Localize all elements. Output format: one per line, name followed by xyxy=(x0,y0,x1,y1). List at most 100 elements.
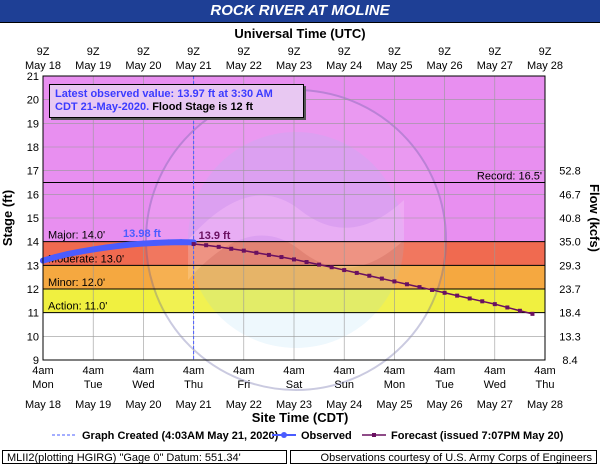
x-tick-time: 4am xyxy=(133,365,154,377)
forecast-point xyxy=(517,308,522,313)
top-tick-date: May 27 xyxy=(477,60,513,72)
legend-observed-marker xyxy=(281,432,287,438)
forecast-point xyxy=(329,265,334,270)
forecast-point xyxy=(417,285,422,290)
forecast-point xyxy=(404,282,409,287)
top-tick-date: May 23 xyxy=(276,60,312,72)
x-tick-date: May 20 xyxy=(125,399,161,411)
observed-point xyxy=(102,244,109,251)
x-tick-date: May 26 xyxy=(427,399,463,411)
flow-tick-label: 29.3 xyxy=(559,260,580,272)
forecast-point xyxy=(241,248,246,253)
top-tick-time: 9Z xyxy=(37,46,50,58)
top-tick-time: 9Z xyxy=(338,46,351,58)
plot-frame xyxy=(42,75,546,361)
legend-forecast-marker xyxy=(372,433,376,437)
level-label-major: Major: 14.0' xyxy=(48,230,105,242)
observed-point xyxy=(178,239,185,246)
y-tick-label: 13 xyxy=(27,260,39,272)
flow-tick-label: 13.3 xyxy=(559,331,580,343)
top-tick-time: 9Z xyxy=(87,46,100,58)
forecast-point xyxy=(480,299,485,304)
forecast-point xyxy=(430,287,435,292)
x-tick-day: Tue xyxy=(84,379,103,391)
top-tick-date: May 21 xyxy=(176,60,212,72)
chart-title-bar: ROCK RIVER AT MOLINE xyxy=(0,0,600,23)
y-tick-label: 9 xyxy=(33,355,39,367)
top-axis-title: Universal Time (UTC) xyxy=(234,26,365,41)
top-tick-time: 9Z xyxy=(288,46,301,58)
x-tick-time: 4am xyxy=(534,365,555,377)
forecast-point xyxy=(279,255,284,260)
x-tick-time: 4am xyxy=(434,365,455,377)
top-tick-time: 9Z xyxy=(237,46,250,58)
forecast-point xyxy=(379,276,384,281)
observed-point xyxy=(140,240,147,247)
legend-created-label: Graph Created (4:03AM May 21, 2020) xyxy=(82,430,279,442)
forecast-point xyxy=(492,302,497,307)
x-tick-date: May 23 xyxy=(276,399,312,411)
x-tick-time: 4am xyxy=(384,365,405,377)
forecast-point xyxy=(292,257,296,262)
x-tick-date: May 27 xyxy=(477,399,513,411)
flow-tick-label: 52.8 xyxy=(559,166,580,178)
latest-observation-box: Latest observed value: 13.97 ft at 3:30 … xyxy=(49,84,304,118)
flow-tick-label: 35.0 xyxy=(559,237,580,249)
x-tick-day: Sun xyxy=(334,379,354,391)
observed-peak-label: 13.98 ft xyxy=(123,228,161,240)
forecast-point xyxy=(254,250,259,255)
x-tick-time: 4am xyxy=(333,365,354,377)
top-tick-time: 9Z xyxy=(488,46,501,58)
x-tick-day: Fri xyxy=(237,379,250,391)
x-tick-time: 4am xyxy=(233,365,254,377)
top-tick-time: 9Z xyxy=(539,46,552,58)
courtesy-footer: Observations courtesy of U.S. Army Corps… xyxy=(290,450,597,464)
top-tick-date: May 26 xyxy=(427,60,463,72)
forecast-point xyxy=(530,311,535,316)
x-tick-day: Thu xyxy=(536,379,555,391)
info-line-2: CDT 21-May-2020. Flood Stage is 12 ft xyxy=(55,101,298,114)
noaa-watermark-icon xyxy=(145,89,447,391)
observed-point xyxy=(65,250,72,257)
y-tick-label: 14 xyxy=(27,237,39,249)
observed-point xyxy=(52,254,59,261)
y-tick-label: 11 xyxy=(28,308,39,320)
x-tick-day: Tue xyxy=(435,379,454,391)
right-axis-title: Flow (kcfs) xyxy=(587,184,600,252)
forecast-line xyxy=(193,243,533,315)
top-tick-time: 9Z xyxy=(187,46,200,58)
bottom-axis-title: Site Time (CDT) xyxy=(252,410,349,425)
top-tick-time: 9Z xyxy=(137,46,150,58)
legend-forecast-label: Forecast (issued 7:07PM May 20) xyxy=(391,430,564,442)
forecast-start-label: 13.9 ft xyxy=(199,230,231,242)
top-tick-time: 9Z xyxy=(438,46,451,58)
forecast-point xyxy=(216,244,221,249)
flow-tick-label: 18.4 xyxy=(559,308,580,320)
forecast-point xyxy=(229,246,234,251)
observed-point xyxy=(115,242,122,249)
forecast-point xyxy=(266,252,271,257)
y-tick-label: 17 xyxy=(27,166,39,178)
x-tick-date: May 18 xyxy=(25,399,61,411)
x-tick-date: May 22 xyxy=(226,399,262,411)
chart-series: 13.98 ft 13.9 ft xyxy=(40,228,535,316)
x-tick-day: Wed xyxy=(484,379,506,391)
observed-point xyxy=(165,239,172,246)
record-label: Record: 16.5' xyxy=(477,171,542,183)
x-tick-date: May 19 xyxy=(75,399,111,411)
top-tick-date: May 25 xyxy=(376,60,412,72)
top-tick-time: 9Z xyxy=(388,46,401,58)
y-tick-label: 16 xyxy=(27,189,39,201)
legend-observed-label: Observed xyxy=(301,430,352,442)
top-tick-date: May 22 xyxy=(226,60,262,72)
y-tick-label: 21 xyxy=(27,71,39,83)
x-tick-day: Sat xyxy=(286,379,303,391)
forecast-point xyxy=(367,273,372,278)
level-label-minor: Minor: 12.0' xyxy=(48,277,105,289)
level-label-action: Action: 11.0' xyxy=(48,301,107,313)
forecast-point xyxy=(191,242,196,247)
forecast-point xyxy=(467,296,472,301)
top-tick-date: May 19 xyxy=(75,60,111,72)
x-tick-day: Mon xyxy=(384,379,405,391)
